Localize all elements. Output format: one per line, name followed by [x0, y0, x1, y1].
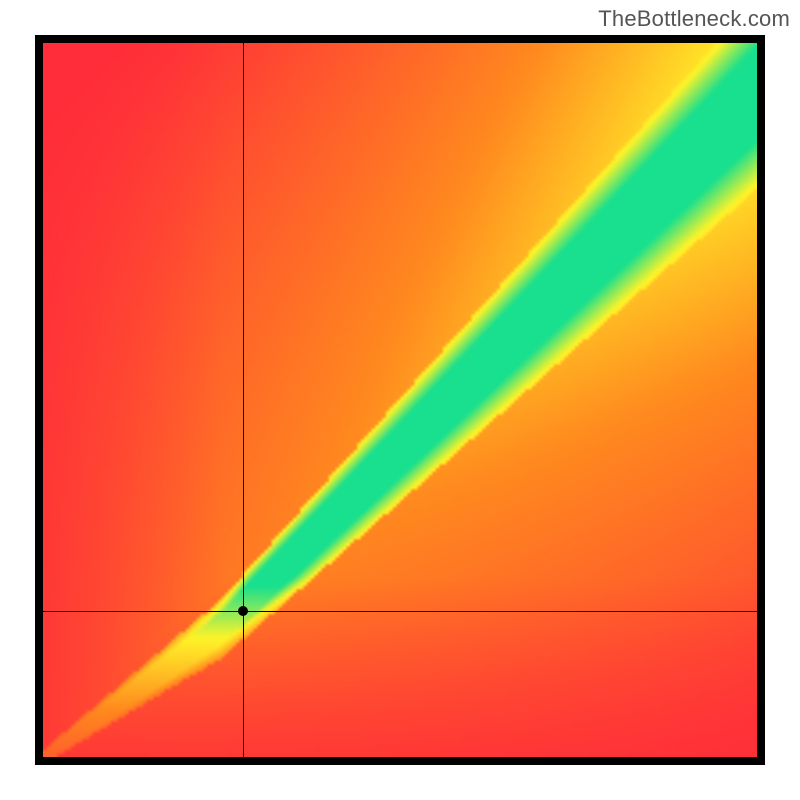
marker-point	[238, 606, 248, 616]
heatmap-canvas	[43, 43, 757, 757]
plot-frame	[35, 35, 765, 765]
plot-inner	[43, 43, 757, 757]
watermark-text: TheBottleneck.com	[598, 6, 790, 32]
chart-container: TheBottleneck.com	[0, 0, 800, 800]
crosshair-horizontal	[43, 611, 757, 612]
crosshair-vertical	[243, 43, 244, 757]
